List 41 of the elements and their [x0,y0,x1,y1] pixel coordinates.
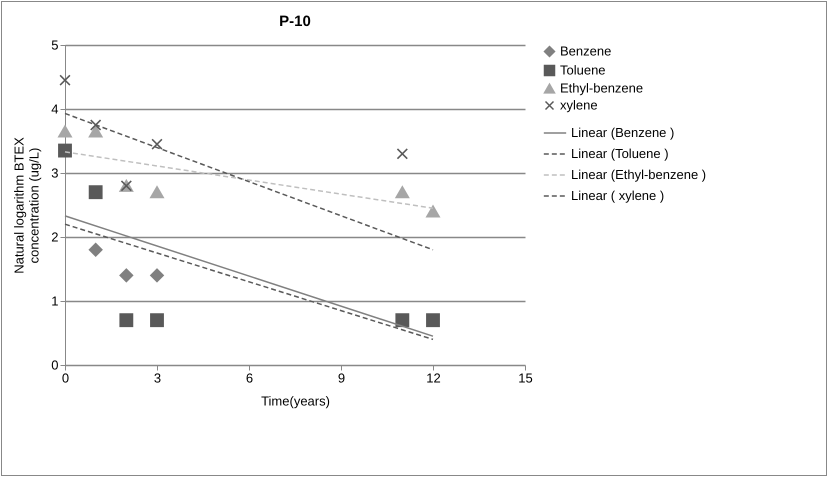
legend-label: Toluene [560,62,606,78]
point [90,119,102,131]
y-tick-label: 3 [51,166,58,180]
legend-label: Linear (Toluene ) [571,146,669,161]
point [88,242,103,257]
point [395,186,410,198]
x-axis-title: Time(years) [261,394,330,408]
y-tick-label: 2 [51,230,58,244]
legend-label: Linear ( xylene ) [571,188,664,203]
y-tick-label: 5 [51,38,58,52]
point [396,148,408,160]
point [88,125,103,138]
y-tick-label: 4 [51,102,58,116]
point [150,186,164,198]
point [426,313,440,328]
point [119,268,134,282]
x-tick-label: 9 [338,370,346,386]
point [58,125,72,138]
point [150,268,164,282]
point [119,313,134,328]
point [58,144,72,158]
legend-label: Ethyl-benzene [560,80,644,96]
chart-title: P-10 [279,13,311,30]
x-tick-label: 0 [62,370,70,386]
y-tick-label: 0 [51,358,58,372]
y-axis-title: Natural logarithm BTEX concentration (ug/L) [11,136,42,274]
legend-label: xylene [560,98,598,112]
x-tick-label: 6 [246,370,254,386]
point [395,313,410,328]
legend-label: Benzene [560,44,612,58]
x-tick-label: 3 [154,370,162,386]
point [88,185,103,200]
legend-label: Linear (Ethyl-benzene ) [571,167,706,182]
legend-label: Linear (Benzene ) [571,125,674,140]
point [59,74,71,86]
point [426,205,440,218]
x-tick-label: 12 [426,370,441,386]
point [150,313,164,328]
x-tick-label: 15 [518,370,533,386]
point [151,138,163,150]
y-tick-label: 1 [51,294,58,308]
